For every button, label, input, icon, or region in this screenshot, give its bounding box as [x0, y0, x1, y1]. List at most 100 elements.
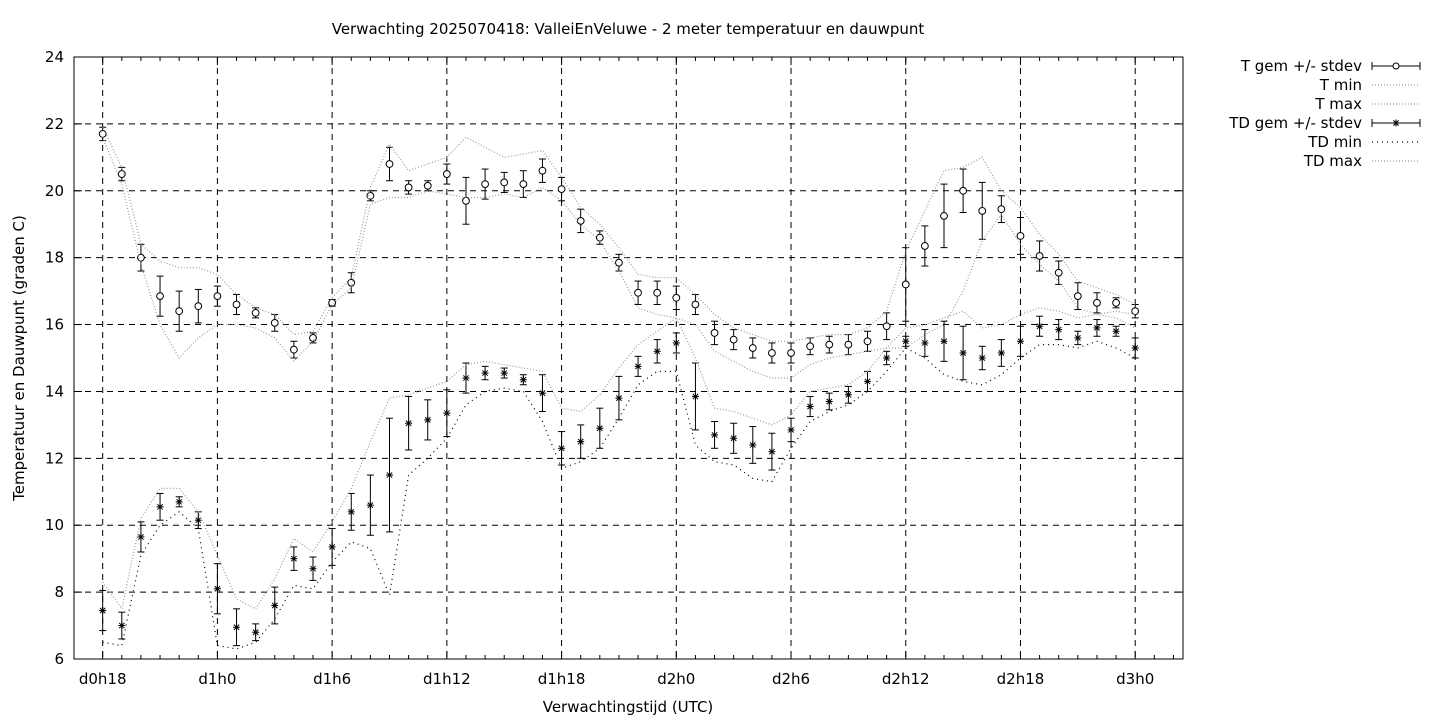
data-point [748, 344, 757, 352]
data-point [615, 395, 622, 402]
data-point [290, 555, 297, 562]
data-point [366, 191, 375, 200]
data-point [596, 425, 603, 432]
series-2 [102, 126, 1136, 342]
data-point [520, 376, 527, 383]
x-tick-label: d2h6 [772, 670, 810, 688]
series-layer [98, 126, 1140, 650]
data-point [1113, 328, 1120, 335]
data-point [194, 302, 203, 311]
legend-label: T min [1319, 76, 1362, 94]
series-line [102, 340, 1136, 650]
legend-label: T max [1314, 95, 1362, 113]
data-point [1112, 298, 1120, 307]
x-tick-label: d2h18 [997, 670, 1045, 688]
series-0 [98, 126, 1140, 364]
x-tick-label: d2h0 [657, 670, 695, 688]
series-1 [102, 137, 1136, 379]
data-point [233, 624, 240, 631]
data-point [692, 393, 699, 400]
data-point [367, 502, 374, 509]
x-tick-label: d1h6 [313, 670, 351, 688]
data-point [213, 292, 222, 301]
data-point [156, 292, 164, 301]
data-point [749, 441, 756, 448]
data-point [539, 390, 546, 397]
data-point [271, 602, 278, 609]
data-point [270, 318, 279, 327]
data-point [920, 242, 929, 250]
legend-label: T gem +/- stdev [1240, 57, 1362, 75]
data-point [595, 233, 604, 242]
data-point [1036, 323, 1043, 330]
data-point [462, 375, 469, 382]
data-point [634, 288, 642, 297]
y-tick-label: 18 [45, 249, 64, 267]
data-point [423, 181, 432, 190]
data-point [175, 307, 184, 316]
data-point [501, 370, 508, 377]
y-tick-label: 10 [45, 516, 64, 534]
y-tick-label: 8 [54, 583, 64, 601]
data-point [538, 166, 547, 175]
series-4 [102, 340, 1136, 650]
data-point [979, 355, 986, 361]
data-point [1073, 292, 1082, 301]
data-point [176, 498, 183, 505]
y-ticks: 6 8 10 12 14 16 18 20 22 24 [45, 48, 1183, 668]
data-point [978, 206, 987, 215]
data-point [443, 410, 450, 417]
y-tick-label: 20 [45, 182, 64, 200]
data-point [329, 543, 336, 550]
data-point [557, 185, 566, 194]
data-point [941, 338, 947, 345]
data-point [959, 186, 968, 195]
data-point [710, 329, 719, 337]
data-point [806, 342, 815, 351]
data-point [289, 345, 298, 354]
x-tick-label: d2h12 [882, 670, 930, 688]
data-point [442, 170, 451, 178]
data-point [347, 278, 356, 287]
data-point [863, 337, 872, 346]
data-point [826, 398, 833, 405]
data-point [98, 130, 107, 138]
data-point [844, 340, 853, 349]
data-point [137, 253, 145, 262]
data-point [673, 339, 680, 346]
data-point [635, 363, 642, 370]
y-tick-label: 14 [45, 382, 64, 400]
data-point [960, 350, 967, 356]
plot-frame [73, 56, 1184, 660]
data-point [519, 180, 528, 188]
data-point [768, 349, 776, 357]
data-point [214, 585, 221, 592]
y-tick-label: 12 [45, 449, 64, 467]
data-point [137, 533, 144, 540]
data-point [882, 322, 891, 331]
legend-marker [1393, 120, 1399, 126]
data-point [558, 445, 565, 452]
data-point [998, 350, 1005, 356]
y-tick-label: 24 [45, 48, 64, 66]
data-point [729, 335, 738, 344]
data-point [672, 293, 681, 302]
data-point [195, 517, 202, 524]
data-point [99, 607, 106, 614]
legend-label: TD min [1307, 133, 1362, 151]
data-point [997, 205, 1006, 214]
data-point [730, 435, 737, 442]
data-point [901, 280, 910, 289]
data-point [711, 431, 718, 438]
y-tick-label: 6 [54, 650, 64, 668]
data-point [787, 349, 795, 357]
data-point [157, 503, 164, 510]
legend-marker [1392, 62, 1400, 70]
data-point [310, 565, 316, 572]
data-point [424, 416, 431, 423]
data-point [807, 403, 814, 410]
data-point [577, 438, 584, 445]
x-tick-label: d0h18 [79, 670, 127, 688]
